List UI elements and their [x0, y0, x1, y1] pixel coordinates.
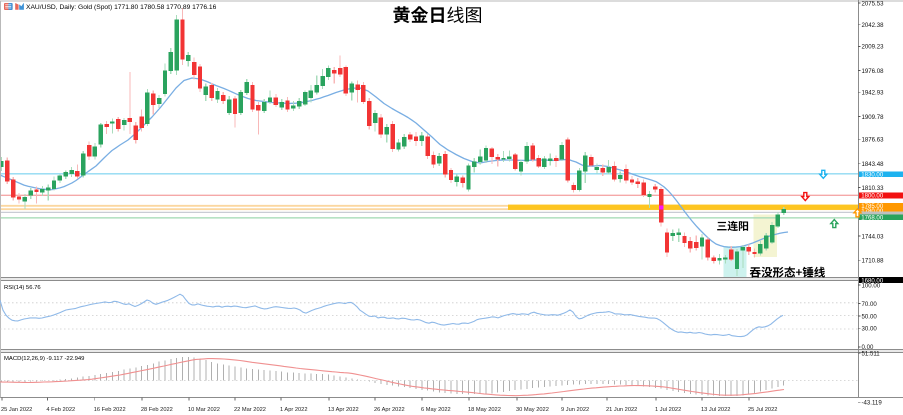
svg-text:1976.08: 1976.08 — [862, 68, 885, 75]
svg-text:2009.23: 2009.23 — [862, 44, 885, 51]
svg-text:51.511: 51.511 — [862, 350, 881, 357]
svg-text:28 Feb 2022: 28 Feb 2022 — [141, 407, 173, 413]
svg-text:100.00: 100.00 — [862, 282, 881, 289]
svg-text:0.00: 0.00 — [862, 344, 874, 351]
svg-text:25 Jan 2022: 25 Jan 2022 — [1, 407, 32, 413]
svg-text:2042.38: 2042.38 — [862, 22, 885, 29]
svg-text:18 May 2022: 18 May 2022 — [468, 407, 501, 413]
svg-text:1942.93: 1942.93 — [862, 90, 885, 97]
svg-text:70.00: 70.00 — [862, 301, 878, 308]
svg-text:30.00: 30.00 — [862, 326, 878, 333]
svg-text:1909.78: 1909.78 — [862, 114, 885, 121]
svg-text:1768.00: 1768.00 — [861, 215, 884, 222]
svg-text:4 Feb 2022: 4 Feb 2022 — [46, 407, 75, 413]
svg-text:1800.00: 1800.00 — [861, 193, 884, 200]
svg-text:1830.00: 1830.00 — [861, 172, 884, 179]
svg-text:50.00: 50.00 — [862, 313, 878, 320]
svg-text:26 Apr 2022: 26 Apr 2022 — [374, 407, 405, 413]
svg-text:-43.119: -43.119 — [862, 400, 883, 407]
svg-text:MACD(12,26,9) -9.117 -22.949: MACD(12,26,9) -9.117 -22.949 — [4, 356, 84, 362]
svg-text:1843.48: 1843.48 — [862, 161, 885, 168]
svg-text:21 Jun 2022: 21 Jun 2022 — [606, 407, 637, 413]
svg-text:1 Jul 2022: 1 Jul 2022 — [655, 407, 681, 413]
svg-text:16 Feb 2022: 16 Feb 2022 — [94, 407, 126, 413]
svg-text:13 Jul 2022: 13 Jul 2022 — [701, 407, 730, 413]
svg-text:RSI(14) 56.76: RSI(14) 56.76 — [4, 285, 41, 291]
svg-text:1744.03: 1744.03 — [862, 233, 885, 240]
svg-text:1876.63: 1876.63 — [862, 137, 885, 144]
svg-text:22 Mar 2022: 22 Mar 2022 — [234, 407, 266, 413]
svg-text:XAU/USD, Daily: Gold (Spot): XAU/USD, Daily: Gold (Spot) 1771.80 1780… — [26, 4, 217, 11]
svg-text:1810.33: 1810.33 — [862, 185, 885, 192]
svg-text:1710.88: 1710.88 — [862, 258, 885, 265]
svg-text:9 Jun 2022: 9 Jun 2022 — [561, 407, 589, 413]
svg-text:30 May 2022: 30 May 2022 — [516, 407, 549, 413]
svg-text:10 Mar 2022: 10 Mar 2022 — [188, 407, 220, 413]
svg-text:2075.53: 2075.53 — [862, 0, 885, 7]
svg-text:1785.00: 1785.00 — [861, 203, 884, 210]
svg-text:25 Jul 2022: 25 Jul 2022 — [748, 407, 777, 413]
svg-text:6 May 2022: 6 May 2022 — [421, 407, 451, 413]
svg-text:13 Apr 2022: 13 Apr 2022 — [328, 407, 359, 413]
svg-text:1 Apr 2022: 1 Apr 2022 — [280, 407, 308, 413]
svg-text:1680.00: 1680.00 — [861, 277, 884, 284]
